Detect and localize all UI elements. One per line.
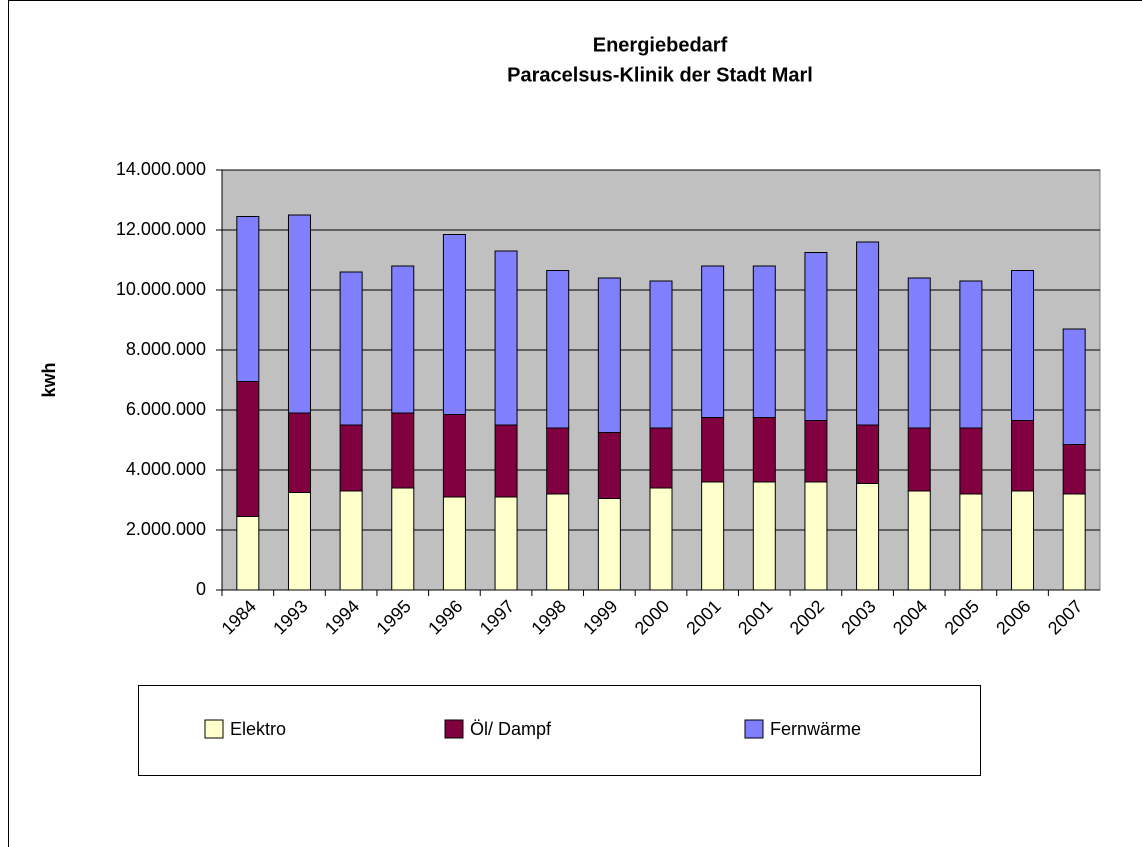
bar-segment xyxy=(236,516,260,591)
bar-segment xyxy=(959,427,983,495)
bar-segment xyxy=(597,498,621,591)
bar-segment xyxy=(546,427,570,495)
bar-segment xyxy=(907,490,931,591)
bar-segment xyxy=(752,265,776,418)
bar-segment xyxy=(287,214,311,414)
bar-segment xyxy=(442,496,466,591)
legend-label: Fernwärme xyxy=(770,719,861,739)
bar-segment xyxy=(287,412,311,493)
legend-swatch xyxy=(744,719,764,739)
y-tick-label: 8.000.000 xyxy=(126,339,206,359)
bar-segment xyxy=(391,265,415,414)
bar-segment xyxy=(1011,270,1035,421)
y-tick-label: 0 xyxy=(196,579,206,599)
bar-segment xyxy=(494,496,518,591)
bar-segment xyxy=(752,481,776,591)
bar-segment xyxy=(701,481,725,591)
bar-segment xyxy=(597,277,621,433)
chart-title: Energiebedarf xyxy=(593,34,728,56)
bar-segment xyxy=(287,492,311,591)
bar-segment xyxy=(856,424,880,484)
bar-segment xyxy=(1062,328,1086,445)
bar-segment xyxy=(959,493,983,591)
bar-segment xyxy=(649,427,673,489)
y-tick-label: 4.000.000 xyxy=(126,459,206,479)
bar-segment xyxy=(804,252,828,421)
bar-segment xyxy=(597,432,621,499)
legend-swatch xyxy=(204,719,224,739)
bar-segment xyxy=(339,424,363,492)
y-tick-label: 2.000.000 xyxy=(126,519,206,539)
bar-segment xyxy=(907,277,931,429)
legend-box xyxy=(138,685,981,776)
bar-segment xyxy=(804,481,828,591)
chart-subtitle: Paracelsus-Klinik der Stadt Marl xyxy=(507,64,813,86)
bar-segment xyxy=(546,493,570,591)
bar-segment xyxy=(856,241,880,426)
bar-segment xyxy=(804,420,828,483)
bar-segment xyxy=(442,234,466,415)
bar-segment xyxy=(907,427,931,492)
y-axis-label: kwh xyxy=(39,362,59,397)
bar-segment xyxy=(236,216,260,382)
bar-segment xyxy=(339,271,363,426)
bar-segment xyxy=(959,280,983,429)
bar-segment xyxy=(494,424,518,498)
legend-label: Öl/ Dampf xyxy=(470,719,552,739)
bar-segment xyxy=(701,265,725,418)
legend-label: Elektro xyxy=(230,719,286,739)
bar-segment xyxy=(546,270,570,429)
bar-segment xyxy=(236,381,260,517)
y-tick-label: 14.000.000 xyxy=(116,159,206,179)
y-tick-label: 12.000.000 xyxy=(116,219,206,239)
bar-segment xyxy=(752,417,776,483)
bar-segment xyxy=(442,414,466,498)
bar-segment xyxy=(339,490,363,591)
legend-swatch xyxy=(444,719,464,739)
bar-segment xyxy=(391,412,415,489)
bar-segment xyxy=(391,487,415,591)
bar-segment xyxy=(494,250,518,426)
y-tick-label: 10.000.000 xyxy=(116,279,206,299)
bar-segment xyxy=(1062,493,1086,591)
bar-segment xyxy=(856,483,880,591)
bar-segment xyxy=(649,280,673,429)
bar-segment xyxy=(1011,420,1035,492)
bar-segment xyxy=(1011,490,1035,591)
y-tick-label: 6.000.000 xyxy=(126,399,206,419)
bar-segment xyxy=(701,417,725,483)
bar-segment xyxy=(649,487,673,591)
bar-segment xyxy=(1062,444,1086,495)
